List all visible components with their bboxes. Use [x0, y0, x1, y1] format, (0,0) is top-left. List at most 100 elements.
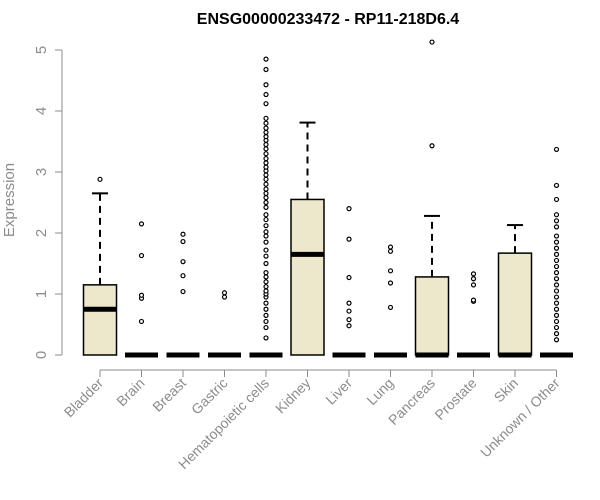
x-tick-label: Breast	[149, 375, 189, 415]
x-tick-label: Prostate	[431, 375, 479, 423]
outlier-point	[553, 300, 560, 306]
box-liver	[332, 206, 366, 358]
outlier-point	[553, 218, 560, 224]
outlier-point	[97, 176, 103, 182]
outlier-point	[263, 260, 269, 267]
outlier-point	[553, 251, 560, 257]
outlier-point	[263, 195, 269, 201]
outlier-point	[553, 224, 560, 230]
outlier-point	[180, 238, 186, 245]
outlier-point	[553, 233, 560, 239]
outlier-point	[346, 323, 352, 329]
outlier-point	[263, 284, 269, 290]
outlier-point	[263, 172, 269, 178]
outlier-point	[470, 271, 477, 277]
outlier-point	[263, 181, 269, 187]
outlier-point	[138, 252, 145, 259]
x-tick-label: Lung	[363, 375, 396, 408]
box-bladder	[82, 176, 118, 356]
box-kidney	[290, 121, 325, 356]
outlier-point	[263, 155, 269, 162]
outlier-point	[263, 288, 269, 294]
outlier-point	[263, 101, 269, 107]
outlier-point	[263, 279, 269, 285]
iqr-box	[497, 252, 533, 356]
outlier-point	[553, 196, 560, 203]
outlier-point	[263, 66, 269, 73]
outlier-point	[387, 304, 394, 311]
box-breast	[166, 231, 200, 358]
outlier-point	[553, 270, 560, 276]
outlier-point	[263, 190, 269, 196]
outlier-point	[263, 274, 269, 280]
outlier-point	[180, 259, 186, 265]
box-skin	[497, 224, 533, 358]
outlier-point	[221, 294, 228, 300]
outlier-point	[138, 318, 145, 325]
x-tick-label: Liver	[322, 375, 355, 408]
outlier-point	[387, 248, 394, 254]
outlier-point	[263, 253, 269, 259]
outlier-point	[263, 239, 269, 245]
chart-title: ENSG00000233472 - RP11-218D6.4	[197, 11, 460, 28]
outlier-point	[553, 294, 560, 300]
outlier-point	[263, 312, 269, 318]
y-tick-label: 0	[33, 351, 50, 359]
outlier-point	[263, 146, 269, 152]
outlier-point	[346, 206, 352, 212]
outlier-point	[553, 212, 560, 218]
box-unknown-other	[540, 146, 573, 358]
outlier-point	[263, 56, 269, 62]
outlier-point	[138, 292, 145, 298]
outlier-point	[553, 312, 560, 318]
axes: 0 1 2 3 4 5	[33, 46, 557, 377]
y-tick-label: 1	[33, 290, 50, 298]
outlier-point	[553, 337, 560, 343]
box-lung	[374, 244, 407, 358]
outlier-point	[263, 300, 269, 306]
outlier-point	[470, 276, 477, 282]
outlier-point	[553, 306, 560, 312]
x-tick-label: Skin	[491, 375, 522, 406]
y-tick-label: 5	[33, 46, 50, 54]
outlier-point	[263, 160, 269, 166]
outlier-point	[263, 186, 269, 192]
outlier-point	[553, 245, 560, 251]
x-tick-label: Unknown / Other	[477, 375, 563, 461]
outlier-point	[263, 216, 269, 223]
outlier-point	[470, 282, 477, 288]
outlier-point	[470, 297, 477, 303]
outlier-point	[387, 244, 394, 250]
outlier-point	[263, 134, 269, 140]
iqr-box	[82, 284, 118, 356]
outlier-point	[263, 204, 269, 210]
box-prostate	[457, 271, 490, 358]
outlier-point	[180, 231, 186, 237]
outlier-point	[553, 257, 560, 264]
outlier-point	[138, 221, 145, 227]
outlier-point	[553, 324, 560, 331]
x-tick-label: Bladder	[61, 375, 107, 421]
outlier-point	[180, 288, 186, 295]
outlier-point	[346, 300, 352, 306]
outlier-point	[263, 120, 269, 126]
outlier-point	[263, 335, 269, 341]
y-tick-label: 4	[33, 107, 50, 115]
outlier-point	[553, 288, 560, 294]
outlier-point	[263, 199, 269, 206]
outlier-point	[553, 182, 560, 189]
box-hematopoietic-cells	[249, 56, 283, 358]
iqr-box	[414, 276, 450, 356]
outlier-point	[263, 151, 269, 157]
outlier-point	[346, 274, 352, 281]
box-pancreas	[414, 39, 450, 358]
outlier-point	[180, 273, 186, 279]
outlier-point	[553, 318, 560, 325]
outlier-point	[263, 318, 269, 325]
outlier-point	[553, 331, 560, 337]
outlier-point	[346, 236, 352, 242]
outlier-point	[387, 280, 394, 286]
y-axis-label: Expression	[1, 163, 18, 237]
